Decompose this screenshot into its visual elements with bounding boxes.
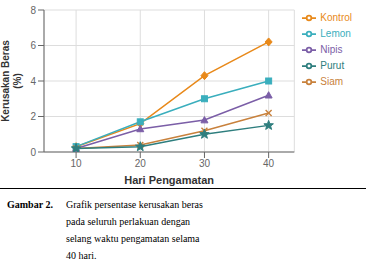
html-text:Gambar 2.: Gambar 2. bbox=[7, 199, 53, 210]
html-text:Grafik persentase kerusakan be: Grafik persentase kerusakan beras bbox=[66, 199, 203, 210]
svg-text:40: 40 bbox=[263, 158, 275, 169]
html-text:Kontrol: Kontrol bbox=[320, 12, 352, 23]
svg-text:0: 0 bbox=[30, 147, 36, 158]
html-text:Nipis: Nipis bbox=[320, 44, 343, 55]
svg-text:2: 2 bbox=[30, 111, 36, 122]
svg-text:30: 30 bbox=[199, 158, 211, 169]
svg-text:6: 6 bbox=[30, 40, 36, 51]
html-text:selang waktu pengamatan selama: selang waktu pengamatan selama bbox=[66, 233, 200, 244]
svg-text:8: 8 bbox=[30, 5, 36, 16]
svg-text:Hari Pengamatan: Hari Pengamatan bbox=[124, 174, 214, 186]
html-text:40 hari.: 40 hari. bbox=[66, 250, 97, 261]
svg-text:4: 4 bbox=[30, 76, 36, 87]
html-text:Siam: Siam bbox=[320, 76, 344, 87]
svg-text:20: 20 bbox=[135, 158, 147, 169]
svg-text:Kerusakan Beras(%): Kerusakan Beras(%) bbox=[8, 40, 23, 122]
html-text:pada seluruh perlakuan dengan: pada seluruh perlakuan dengan bbox=[66, 216, 191, 227]
svg-text:10: 10 bbox=[71, 158, 83, 169]
html-text:Purut: Purut bbox=[320, 60, 345, 71]
html-text:Lemon: Lemon bbox=[320, 28, 351, 39]
